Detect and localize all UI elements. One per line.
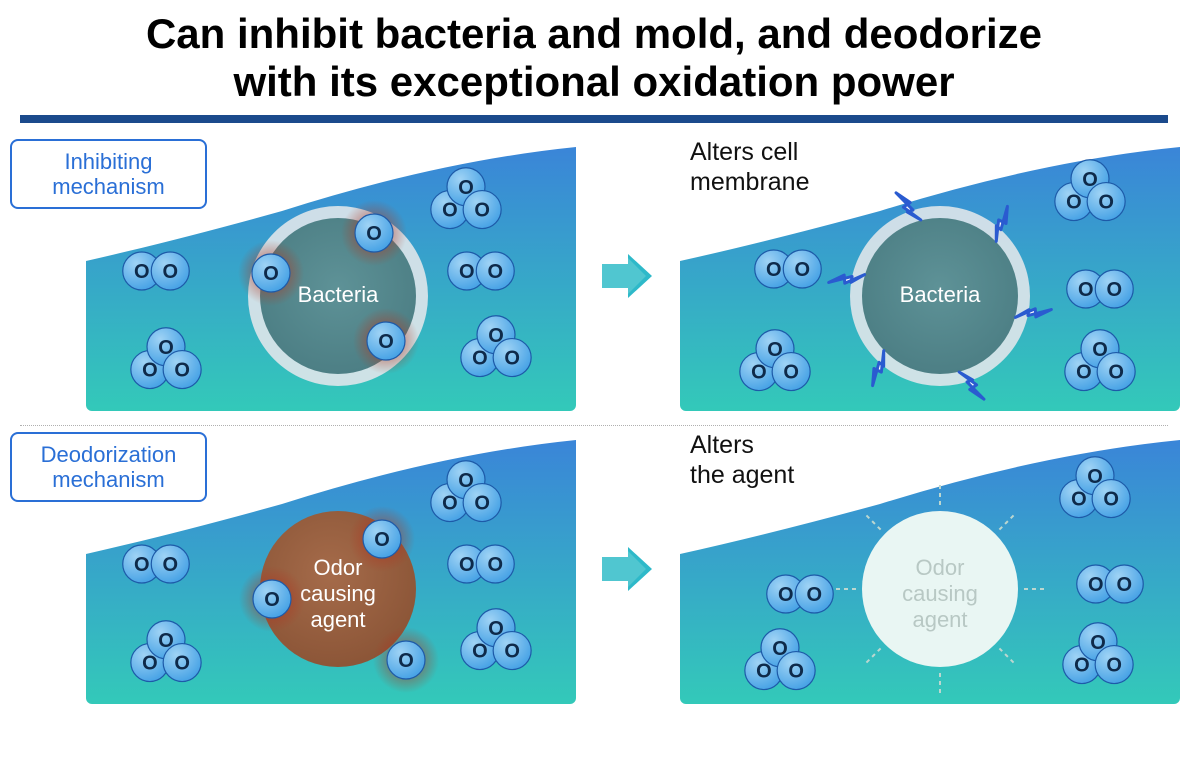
ozone-atom: O	[367, 322, 405, 360]
ozone-atom: O	[476, 545, 514, 583]
svg-text:O: O	[1103, 488, 1119, 510]
ozone-atom: O	[151, 252, 189, 290]
ozone-atom: O	[463, 483, 501, 521]
svg-text:O: O	[459, 554, 475, 576]
arrow-right-icon	[598, 541, 654, 597]
ozone-atom: O	[163, 643, 201, 681]
ozone-atom: O	[783, 250, 821, 288]
ozone-atom: O	[363, 520, 401, 558]
svg-text:O: O	[162, 554, 178, 576]
svg-text:O: O	[1088, 574, 1104, 596]
ozone-cluster: OO	[448, 545, 515, 583]
svg-text:O: O	[474, 199, 490, 221]
svg-text:O: O	[174, 359, 190, 381]
svg-text:Bacteria: Bacteria	[298, 282, 379, 307]
ozone-atom: O	[252, 254, 290, 292]
ozone-atom: O	[476, 252, 514, 290]
ozone-atom: O	[463, 190, 501, 228]
ozone-atom: O	[387, 641, 425, 679]
svg-text:O: O	[134, 554, 150, 576]
svg-text:O: O	[474, 492, 490, 514]
ozone-atom: O	[1105, 565, 1143, 603]
ozone-atom: O	[1087, 182, 1125, 220]
svg-text:O: O	[788, 660, 804, 682]
ozone-atom: O	[253, 580, 291, 618]
ozone-atom: O	[163, 350, 201, 388]
ozone-atom: O	[772, 352, 810, 390]
svg-text:O: O	[1106, 279, 1122, 301]
svg-text:O: O	[398, 650, 414, 672]
ozone-atom: O	[1095, 270, 1133, 308]
arrow-right-icon	[598, 248, 654, 304]
title-line1: Can inhibit bacteria and mold, and deodo…	[146, 10, 1042, 57]
svg-text:O: O	[1108, 361, 1124, 383]
page-title: Can inhibit bacteria and mold, and deodo…	[16, 10, 1172, 107]
ozone-atom: O	[1095, 645, 1133, 683]
svg-text:O: O	[264, 589, 280, 611]
svg-text:O: O	[487, 261, 503, 283]
ozone-atom: O	[151, 545, 189, 583]
svg-text:O: O	[378, 331, 394, 353]
mechanism-label: Inhibitingmechanism	[10, 139, 207, 210]
arrow-col	[598, 141, 654, 411]
ozone-cluster: OO	[767, 575, 834, 613]
ozone-cluster: OO	[123, 545, 190, 583]
svg-text:O: O	[1106, 654, 1122, 676]
svg-text:O: O	[794, 259, 810, 281]
svg-text:O: O	[1078, 279, 1094, 301]
svg-text:O: O	[162, 261, 178, 283]
after-label: Altersthe agent	[690, 430, 794, 490]
svg-text:Bacteria: Bacteria	[900, 282, 981, 307]
svg-text:O: O	[487, 554, 503, 576]
title-line2: with its exceptional oxidation power	[233, 58, 954, 105]
ozone-cluster: OO	[1067, 270, 1134, 308]
svg-text:O: O	[783, 361, 799, 383]
row-divider	[20, 425, 1168, 426]
ozone-atom: O	[355, 214, 393, 252]
mechanism-row: InhibitingmechanismOOOOOOOOOOOOOBacteria…	[16, 137, 1172, 421]
mechanism-row: DeodorizationmechanismOOOOOOOOOOOOOOdorc…	[16, 430, 1172, 714]
svg-text:O: O	[778, 584, 794, 606]
bacteria-subject: Bacteria	[850, 206, 1030, 386]
mechanism-label: Deodorizationmechanism	[10, 432, 207, 503]
ozone-atom: O	[777, 651, 815, 689]
ozone-atom: O	[493, 631, 531, 669]
svg-text:O: O	[766, 259, 782, 281]
arrow-col	[598, 434, 654, 704]
svg-text:O: O	[1098, 191, 1114, 213]
ozone-cluster: OO	[448, 252, 515, 290]
ozone-atom: O	[1092, 479, 1130, 517]
svg-text:O: O	[459, 261, 475, 283]
svg-text:O: O	[504, 640, 520, 662]
after-label: Alters cellmembrane	[690, 137, 810, 197]
ozone-cluster: OO	[1077, 565, 1144, 603]
svg-text:O: O	[134, 261, 150, 283]
title-rule	[20, 115, 1168, 123]
svg-text:O: O	[1116, 574, 1132, 596]
ozone-cluster: OO	[755, 250, 822, 288]
ozone-atom: O	[795, 575, 833, 613]
ozone-atom: O	[493, 338, 531, 376]
svg-text:O: O	[174, 652, 190, 674]
svg-text:O: O	[806, 584, 822, 606]
svg-text:O: O	[504, 347, 520, 369]
ozone-atom: O	[1097, 352, 1135, 390]
svg-text:O: O	[374, 529, 390, 551]
svg-text:O: O	[366, 223, 382, 245]
ozone-cluster: OO	[123, 252, 190, 290]
svg-text:O: O	[263, 263, 279, 285]
